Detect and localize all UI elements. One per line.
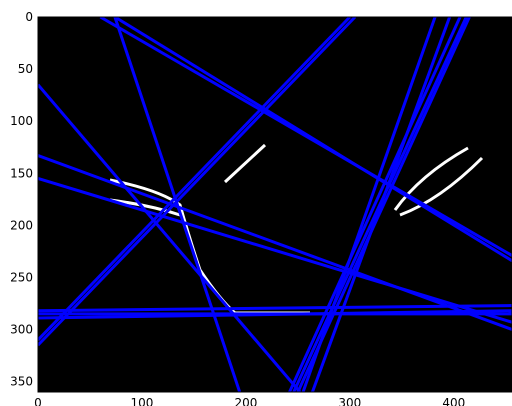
x-tick-label: 200 <box>234 396 257 406</box>
x-tick-label: 400 <box>442 396 465 406</box>
y-tick-label: 50 <box>18 62 33 76</box>
y-tick-label: 350 <box>10 375 33 389</box>
chart: 0 100 200 300 400 0 50 100 150 200 250 300 350 <box>0 0 512 406</box>
x-tick-label: 300 <box>338 396 361 406</box>
y-tick-label: 100 <box>10 114 33 128</box>
y-tick-label: 300 <box>10 323 33 337</box>
y-tick-label: 200 <box>10 218 33 232</box>
plot-area <box>38 17 512 392</box>
y-tick-label: 250 <box>10 270 33 284</box>
x-tick-label: 0 <box>34 396 42 406</box>
y-tick-label: 0 <box>25 10 33 24</box>
x-tick-label: 100 <box>130 396 153 406</box>
y-tick-label: 150 <box>10 166 33 180</box>
